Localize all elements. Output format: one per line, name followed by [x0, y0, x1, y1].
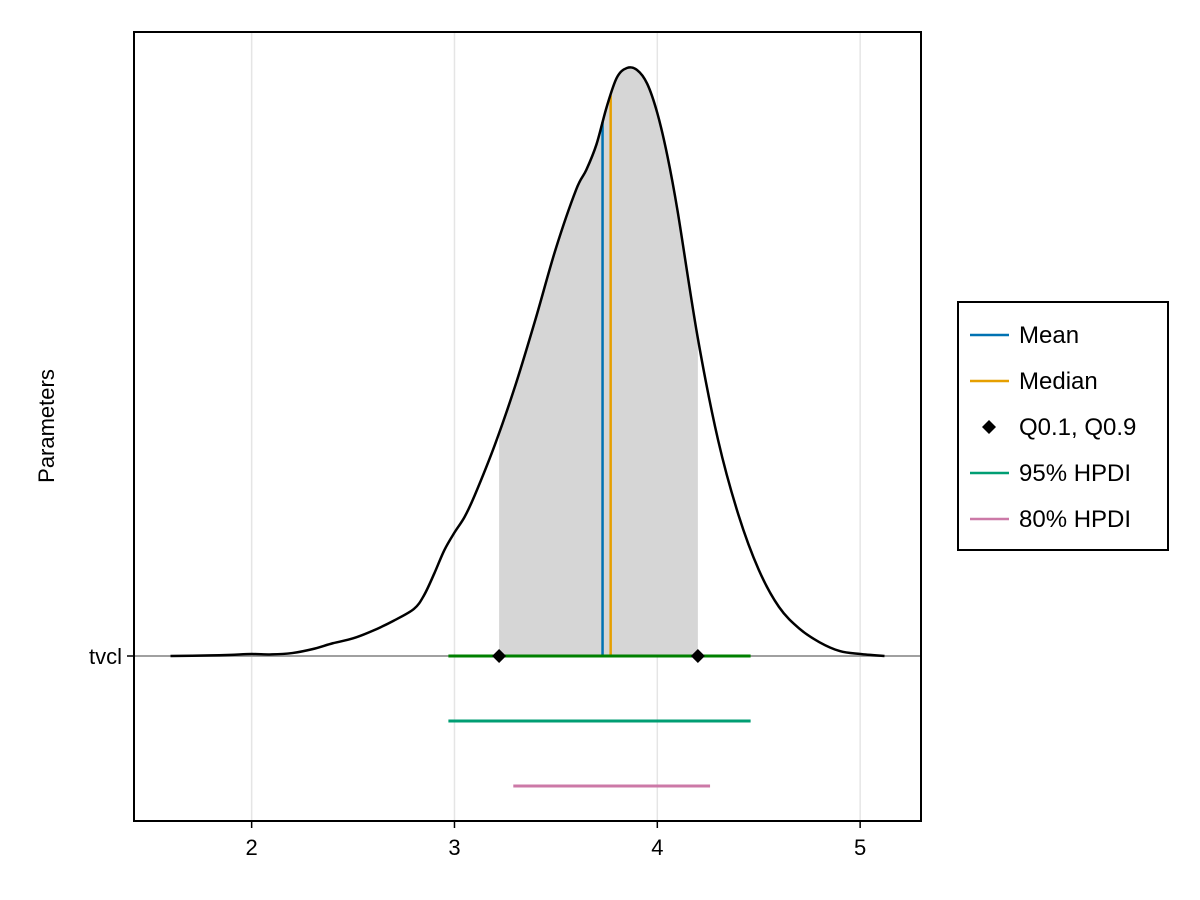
x-tick-label: 2	[246, 835, 258, 860]
x-axis-ticks: 2 3 4 5	[246, 821, 866, 860]
legend-label: Q0.1, Q0.9	[1019, 414, 1136, 441]
x-tick-label: 5	[854, 835, 866, 860]
y-axis-label: Parameters	[34, 369, 59, 483]
y-tick-label: tvcl	[89, 644, 122, 669]
legend-label: 80% HPDI	[1019, 506, 1131, 533]
legend-label: 95% HPDI	[1019, 460, 1131, 487]
density-shaded-area	[499, 68, 698, 656]
x-tick-label: 4	[651, 835, 663, 860]
legend-label: Median	[1019, 368, 1098, 395]
legend-label: Mean	[1019, 322, 1079, 349]
density-curve	[170, 66, 885, 658]
quantile-high-marker	[690, 649, 705, 663]
legend-symbol-diamond	[982, 420, 996, 434]
quantile-low-marker	[492, 649, 507, 663]
legend: Mean Median Q0.1, Q0.9 95% HPDI 80% HPDI	[957, 301, 1169, 551]
plot-frame	[133, 31, 922, 822]
x-tick-label: 3	[448, 835, 460, 860]
